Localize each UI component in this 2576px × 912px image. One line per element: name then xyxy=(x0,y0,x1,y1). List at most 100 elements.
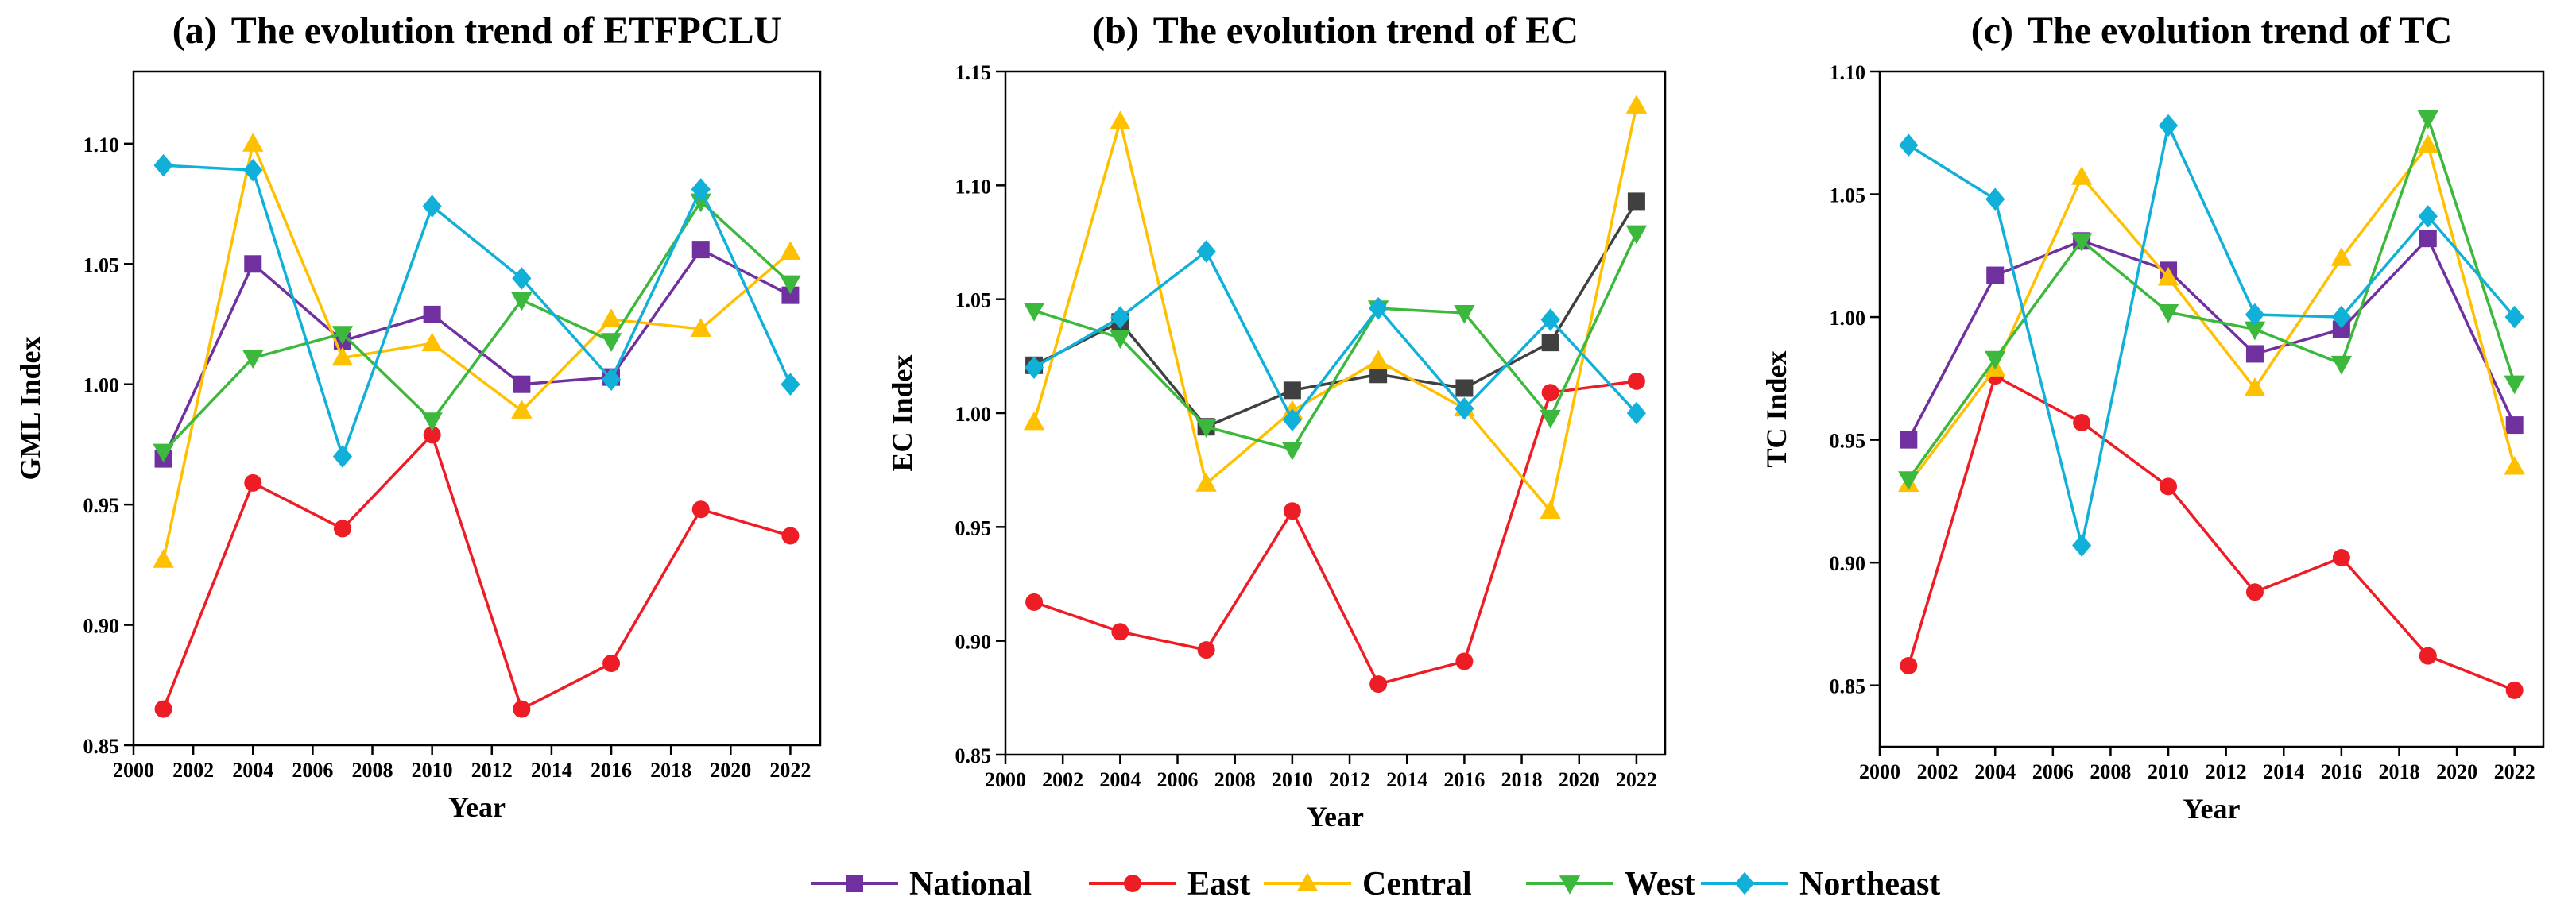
data-point-east xyxy=(2073,414,2091,431)
data-point-northeast xyxy=(1369,296,1389,320)
chart-panels: (a) The evolution trend of ETFPCLU 0.85 0.9… xyxy=(14,10,2545,833)
y-tick-label: 0.85 xyxy=(1830,675,1866,698)
series-line-central xyxy=(1907,143,2516,485)
series-line-east xyxy=(161,433,791,711)
data-point-northeast xyxy=(153,153,173,177)
series-line-west xyxy=(162,199,792,453)
data-point-central xyxy=(1540,500,1561,520)
data-point-west xyxy=(1195,419,1217,438)
series-east xyxy=(1900,367,2524,699)
data-point-central xyxy=(1367,350,1389,369)
legend-label: West xyxy=(1625,866,1695,902)
data-point-northeast xyxy=(2504,305,2524,329)
data-point-central xyxy=(2070,166,2093,185)
series-central xyxy=(153,133,801,568)
data-point-national xyxy=(1369,365,1388,384)
data-point-northeast xyxy=(2158,114,2179,137)
x-tick-label: 2018 xyxy=(2378,760,2419,783)
data-point-national xyxy=(1455,379,1474,397)
data-point-central xyxy=(2504,455,2525,475)
x-tick-label: 2020 xyxy=(2436,760,2477,783)
x-tick-label: 2018 xyxy=(1501,768,1543,791)
x-tick-label: 2012 xyxy=(471,759,513,782)
data-point-national xyxy=(1627,192,1645,211)
legend-marker xyxy=(1734,871,1755,895)
y-tick-label: 0.95 xyxy=(83,494,120,517)
x-axis-title: Year xyxy=(1307,801,1364,833)
series-line-west xyxy=(1907,116,2516,481)
data-point-national xyxy=(1900,431,1918,449)
legend-marker xyxy=(1124,875,1141,892)
x-tick-label: 2008 xyxy=(1214,768,1256,791)
y-tick-label: 1.10 xyxy=(83,133,120,157)
legend: National East Central West Northeast xyxy=(811,866,1940,902)
legend-item-east: East xyxy=(1089,866,1250,902)
data-point-east xyxy=(2505,681,2524,699)
data-point-west xyxy=(2157,304,2179,323)
x-tick-label: 2014 xyxy=(1386,768,1427,791)
data-point-central xyxy=(153,549,174,568)
data-point-west xyxy=(1540,409,1561,429)
data-point-east xyxy=(1541,384,1559,402)
series-northeast xyxy=(1024,240,1647,431)
y-tick-label: 0.90 xyxy=(83,615,120,638)
y-axis-title: EC Index xyxy=(886,354,918,471)
x-tick-label: 2012 xyxy=(2206,760,2247,783)
x-tick-label: 2008 xyxy=(352,759,393,782)
data-point-northeast xyxy=(1282,408,1302,431)
data-point-northeast xyxy=(2331,305,2351,329)
x-tick-label: 2002 xyxy=(1917,760,1958,783)
x-tick-label: 2004 xyxy=(232,759,273,782)
data-point-national xyxy=(2505,416,2524,435)
x-tick-label: 2020 xyxy=(1559,768,1600,791)
x-tick-label: 2016 xyxy=(1443,768,1485,791)
data-point-east xyxy=(333,520,351,538)
y-tick-label: 1.15 xyxy=(955,61,992,84)
data-point-east xyxy=(1025,593,1044,611)
series-line-national xyxy=(1033,200,1638,428)
chart-title-text: The evolution trend of TC xyxy=(2028,10,2452,52)
data-point-west xyxy=(1898,471,1919,490)
y-tick-label: 1.10 xyxy=(955,175,992,198)
data-point-east xyxy=(1627,372,1645,390)
data-point-northeast xyxy=(1626,401,1647,425)
x-tick-label: 2000 xyxy=(985,768,1026,791)
series-northeast xyxy=(1899,114,2524,557)
x-tick-label: 2000 xyxy=(1859,760,1900,783)
data-point-east xyxy=(1900,657,1918,674)
x-tick-label: 2002 xyxy=(1042,768,1083,791)
x-tick-label: 2022 xyxy=(1616,768,1657,791)
x-axis-title: Year xyxy=(448,791,506,823)
chart-title: (b) The evolution trend of EC xyxy=(1092,10,1579,52)
data-point-west xyxy=(1985,350,2006,370)
legend-item-northeast: Northeast xyxy=(1701,866,1940,902)
data-point-west xyxy=(1454,304,1475,324)
x-tick-label: 2016 xyxy=(2321,760,2362,783)
chart-panel-3: (c) The evolution trend of TC 0.85 0.90 0.95… xyxy=(1761,10,2545,825)
data-point-northeast xyxy=(2418,205,2438,228)
data-point-east xyxy=(244,473,262,492)
data-point-central xyxy=(1625,95,1648,114)
x-tick-label: 2000 xyxy=(113,759,154,782)
data-point-central xyxy=(1195,473,1217,492)
x-tick-label: 2020 xyxy=(710,759,751,782)
data-point-central xyxy=(2417,133,2438,153)
x-axis-title: Year xyxy=(2183,793,2241,825)
plot-frame xyxy=(1878,70,2545,748)
y-tick-label: 1.00 xyxy=(1830,307,1866,330)
data-point-national xyxy=(244,255,262,273)
data-point-west xyxy=(780,275,801,295)
data-point-east xyxy=(1369,675,1388,694)
data-point-national xyxy=(2419,230,2437,248)
y-tick-label: 0.90 xyxy=(1830,552,1866,575)
legend-label: Central xyxy=(1362,866,1472,902)
data-point-west xyxy=(2417,110,2438,129)
data-point-northeast xyxy=(1196,240,1216,263)
data-point-east xyxy=(691,500,710,519)
chart-title-prefix: (a) xyxy=(172,10,217,52)
data-point-central xyxy=(331,346,354,366)
data-point-west xyxy=(421,412,443,431)
data-point-northeast xyxy=(601,368,622,391)
data-point-national xyxy=(2332,320,2350,338)
data-point-west xyxy=(600,333,622,352)
